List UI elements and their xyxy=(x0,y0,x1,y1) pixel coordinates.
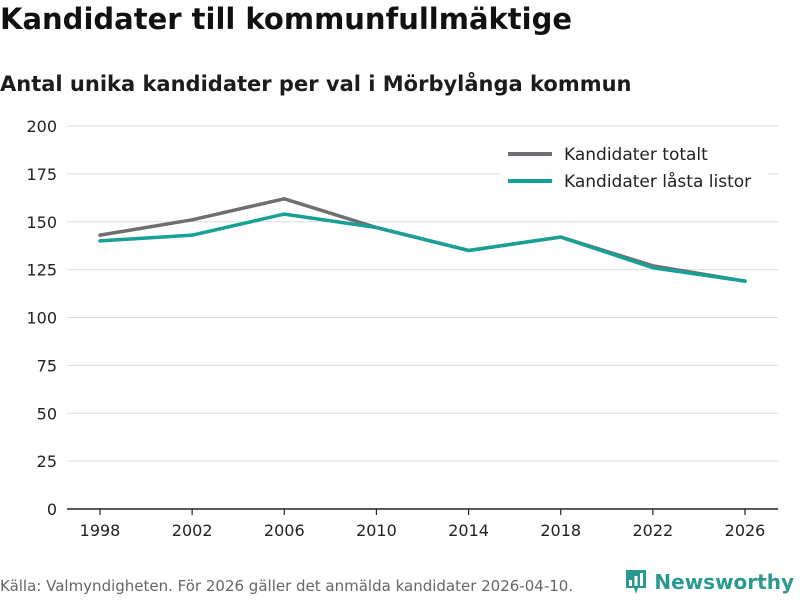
legend-label: Kandidater totalt xyxy=(564,145,708,165)
x-tick-label: 2006 xyxy=(264,521,305,540)
axes: 0 25 50 75 100 125 150 175 200 1998 2002 2006 2010 20… xyxy=(26,117,778,540)
legend-background xyxy=(500,138,768,200)
legend-label: Kandidater låsta listor xyxy=(564,171,751,192)
x-tick-label: 2002 xyxy=(172,521,213,540)
y-tick-label: 100 xyxy=(26,309,57,328)
y-tick-label: 75 xyxy=(37,356,57,375)
data-point xyxy=(98,233,102,237)
x-tick-label: 2014 xyxy=(448,521,489,540)
chart-subtitle: Antal unika kandidater per val i Mörbylå… xyxy=(0,72,632,96)
data-point xyxy=(190,233,194,237)
y-tick-label: 0 xyxy=(47,500,57,519)
data-point xyxy=(559,235,563,239)
data-point xyxy=(467,248,471,252)
data-point xyxy=(98,239,102,243)
data-point xyxy=(743,279,747,283)
y-tick-label: 25 xyxy=(37,452,57,471)
series-line-locked-lists xyxy=(98,212,747,283)
data-point xyxy=(190,218,194,222)
brand-name: Newsworthy xyxy=(654,570,794,594)
x-tick-label: 2022 xyxy=(632,521,673,540)
x-tick-label: 2018 xyxy=(540,521,581,540)
data-point xyxy=(651,266,655,270)
newsworthy-icon xyxy=(626,570,647,594)
data-point xyxy=(282,197,286,201)
data-point xyxy=(374,225,378,229)
y-tick-label: 150 xyxy=(26,213,57,232)
y-tick-label: 175 xyxy=(26,165,57,184)
legend: Kandidater totalt Kandidater låsta listor xyxy=(500,138,768,200)
data-point xyxy=(282,212,286,216)
x-tick-label: 2026 xyxy=(725,521,766,540)
chart-title: Kandidater till kommunfullmäktige xyxy=(0,2,573,36)
series-lines xyxy=(98,197,747,283)
brand-logo: Newsworthy xyxy=(624,568,794,596)
y-tick-label: 125 xyxy=(26,261,57,280)
source-note: Källa: Valmyndigheten. För 2026 gäller d… xyxy=(0,577,574,595)
x-tick-label: 2010 xyxy=(356,521,397,540)
y-tick-label: 200 xyxy=(26,117,57,136)
y-tick-label: 50 xyxy=(37,404,57,423)
x-tick-label: 1998 xyxy=(80,521,121,540)
